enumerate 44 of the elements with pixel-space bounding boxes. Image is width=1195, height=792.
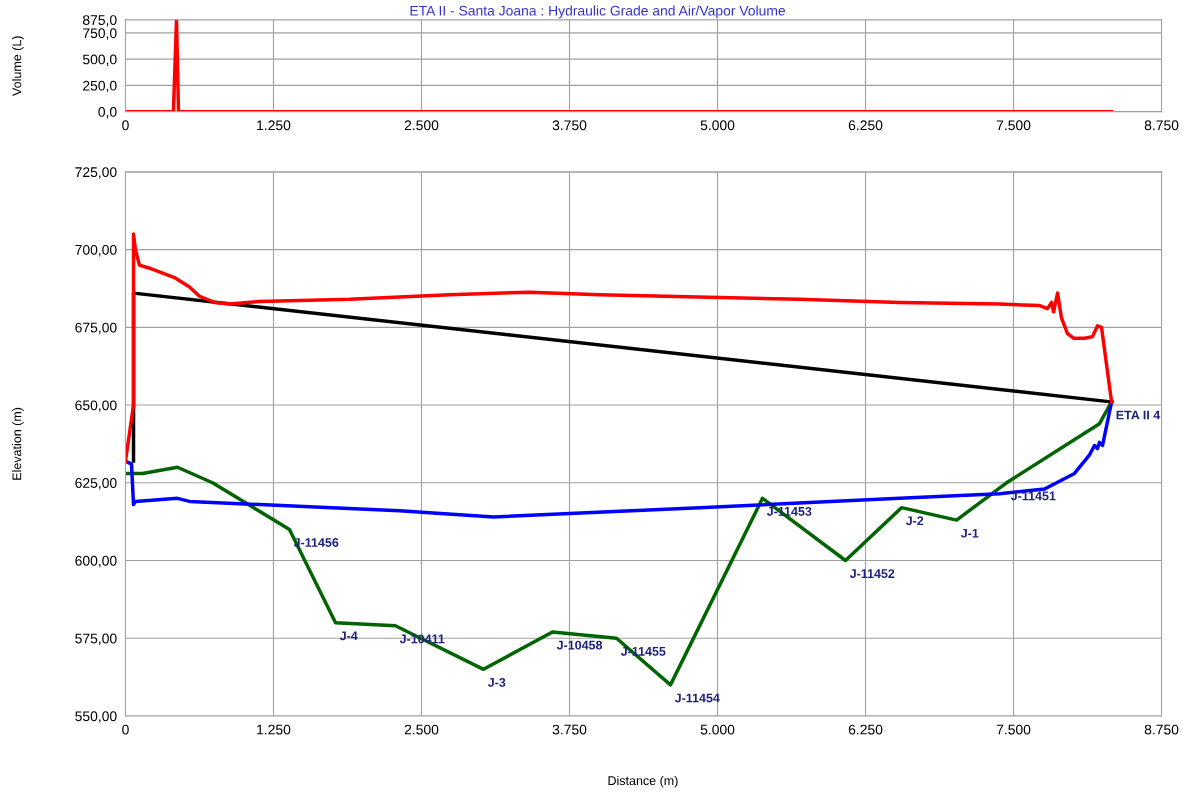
line-series xyxy=(125,400,1114,687)
x-tick-label: 6.250 xyxy=(848,120,883,131)
y-axis-title: Elevation (m) xyxy=(12,407,24,480)
chart-title: ETA II - Santa Joana : Hydraulic Grade and Air/Vapor Volume xyxy=(410,5,786,19)
y-tick-label: 700,00 xyxy=(75,244,117,257)
y-tick-label: 725,00 xyxy=(75,167,117,179)
annotation: J-11454 xyxy=(674,693,720,703)
x-tick-label: 3.750 xyxy=(552,120,587,131)
x-tick-label: 7.500 xyxy=(996,120,1031,131)
line-series xyxy=(125,232,1114,463)
annotation: J-2 xyxy=(905,516,924,526)
x-tick-label: 0 xyxy=(122,724,129,735)
y-axis-title: Volume (L) xyxy=(12,36,24,96)
x-tick-label: 6.250 xyxy=(848,724,883,735)
y-tick-label: 250,0 xyxy=(83,80,117,93)
y-tick-label: 625,00 xyxy=(75,478,117,490)
annotation: J-4 xyxy=(339,631,358,641)
x-tick-label: 7.500 xyxy=(996,724,1031,735)
y-tick-label: 575,00 xyxy=(75,633,117,646)
x-tick-label: 1.250 xyxy=(257,120,291,131)
y-tick-label: 600,00 xyxy=(75,555,117,568)
x-tick-label: 5.000 xyxy=(700,724,735,735)
x-tick-label: 5.000 xyxy=(700,120,735,131)
y-tick-label: 550,00 xyxy=(75,711,117,723)
y-tick-label: 650,00 xyxy=(75,400,117,412)
x-tick-label: 1.250 xyxy=(257,724,291,735)
x-tick-label: 2.500 xyxy=(404,120,439,131)
annotation: ETA II 4 xyxy=(1116,410,1161,420)
x-tick-label: 0 xyxy=(122,120,129,131)
annotation: J-3 xyxy=(487,677,506,687)
x-tick-label: 8.750 xyxy=(1144,120,1179,131)
y-tick-label: 500,0 xyxy=(82,54,117,66)
annotation: J-1 xyxy=(960,528,979,538)
y-tick-label: 675,00 xyxy=(75,322,117,335)
y-tick-label: 875,0 xyxy=(82,15,117,27)
x-tick-label: 8.750 xyxy=(1144,724,1179,735)
y-tick-label: 0,0 xyxy=(98,107,117,119)
x-axis-title: Distance (m) xyxy=(608,775,678,788)
annotation: J-11452 xyxy=(849,569,895,579)
y-tick-label: 750,0 xyxy=(83,28,117,40)
annotation: J-10458 xyxy=(556,640,603,650)
x-tick-label: 3.750 xyxy=(552,724,587,735)
annotation: J-11451 xyxy=(1010,491,1056,501)
x-tick-label: 2.500 xyxy=(404,724,439,735)
